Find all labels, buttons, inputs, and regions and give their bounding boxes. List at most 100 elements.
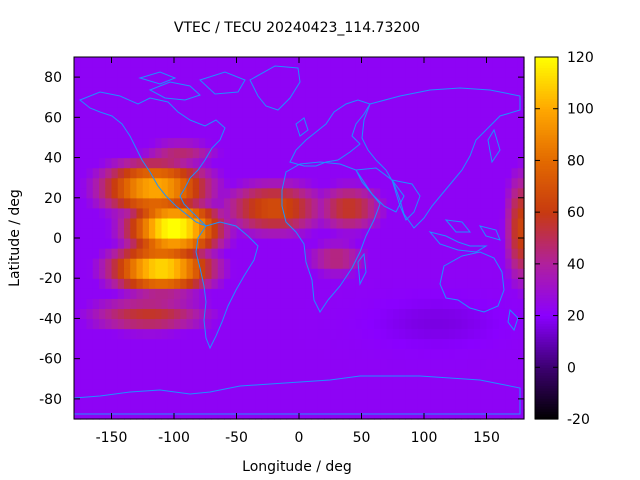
heatmap-cell — [330, 248, 338, 259]
heatmap-cell — [267, 288, 275, 299]
heatmap-cell — [336, 338, 344, 350]
heatmap-cell — [80, 248, 88, 259]
heatmap-cell — [436, 388, 444, 400]
heatmap-cell — [292, 57, 300, 68]
heatmap-cell — [349, 227, 356, 239]
heatmap-cell — [161, 368, 169, 380]
heatmap-cell — [342, 298, 350, 309]
heatmap-cell — [80, 318, 88, 330]
heatmap-cell — [292, 97, 300, 108]
heatmap-cell — [155, 77, 163, 88]
heatmap-cell — [261, 67, 269, 78]
heatmap-cell — [249, 57, 256, 68]
heatmap-cell — [174, 358, 181, 370]
heatmap-cell — [242, 167, 250, 179]
heatmap-cell — [286, 318, 294, 330]
colorbar-segment — [535, 183, 558, 187]
colorbar-segment — [535, 113, 558, 118]
heatmap-cell — [442, 298, 450, 309]
heatmap-cell — [249, 67, 256, 78]
heatmap-cell — [480, 57, 488, 68]
heatmap-cell — [461, 268, 469, 279]
heatmap-cell — [461, 127, 469, 139]
heatmap-cell — [105, 167, 113, 179]
heatmap-cell — [205, 87, 213, 98]
heatmap-cell — [324, 107, 331, 118]
heatmap-cell — [242, 308, 250, 320]
heatmap-cell — [242, 197, 250, 209]
heatmap-cell — [474, 358, 481, 370]
heatmap-cell — [467, 107, 475, 118]
heatmap-cell — [242, 227, 250, 239]
heatmap-cell — [261, 167, 269, 179]
heatmap-cell — [505, 348, 513, 360]
heatmap-cell — [199, 127, 206, 139]
heatmap-cell — [230, 127, 238, 139]
heatmap-cell — [117, 217, 125, 229]
heatmap-cell — [455, 368, 463, 380]
heatmap-cell — [211, 87, 219, 98]
heatmap-cell — [274, 137, 281, 149]
heatmap-cell — [230, 167, 238, 179]
heatmap-cell — [311, 97, 319, 108]
heatmap-cell — [192, 398, 200, 410]
colorbar-segment — [535, 175, 558, 180]
x-tick-label: -50 — [225, 430, 248, 446]
heatmap-cell — [224, 398, 231, 410]
heatmap-cell — [92, 197, 100, 209]
heatmap-cell — [224, 388, 231, 400]
heatmap-cell — [92, 398, 100, 410]
colorbar-segment — [535, 362, 558, 366]
heatmap-cell — [461, 67, 469, 78]
heatmap-cell — [436, 127, 444, 139]
heatmap-cell — [324, 328, 331, 340]
heatmap-cell — [149, 97, 156, 108]
heatmap-cell — [192, 87, 200, 98]
heatmap-cell — [324, 288, 331, 299]
heatmap-cell — [342, 368, 350, 380]
heatmap-cell — [155, 288, 163, 299]
heatmap-cell — [417, 107, 425, 118]
heatmap-cell — [167, 217, 175, 229]
heatmap-cell — [336, 258, 344, 269]
heatmap-cell — [80, 147, 88, 159]
heatmap-cell — [267, 157, 275, 169]
heatmap-cell — [305, 288, 313, 299]
heatmap-cell — [380, 308, 388, 320]
heatmap-cell — [336, 127, 344, 139]
heatmap-cell — [361, 368, 369, 380]
heatmap-cell — [142, 328, 150, 340]
heatmap-cell — [186, 288, 194, 299]
heatmap-cell — [117, 97, 125, 108]
heatmap-cell — [430, 258, 438, 269]
heatmap-cell — [199, 107, 206, 118]
heatmap-cell — [86, 288, 94, 299]
heatmap-cell — [486, 137, 494, 149]
heatmap-cell — [136, 348, 144, 360]
heatmap-cell — [455, 167, 463, 179]
heatmap-cell — [80, 187, 88, 199]
heatmap-cell — [255, 268, 263, 279]
heatmap-cell — [292, 217, 300, 229]
colorbar-segment — [535, 356, 558, 361]
heatmap-cell — [455, 328, 463, 340]
heatmap-cell — [249, 338, 256, 350]
heatmap-cell — [461, 328, 469, 340]
heatmap-cell — [461, 227, 469, 239]
colorbar — [535, 57, 558, 420]
heatmap-cell — [149, 388, 156, 400]
heatmap-cell — [461, 308, 469, 320]
heatmap-cell — [161, 318, 169, 330]
heatmap-cell — [199, 217, 206, 229]
heatmap-cell — [99, 398, 106, 410]
heatmap-cell — [74, 147, 81, 159]
heatmap-cell — [399, 137, 406, 149]
heatmap-cell — [374, 157, 381, 169]
heatmap-cell — [161, 298, 169, 309]
heatmap-cell — [136, 207, 144, 219]
heatmap-cell — [486, 117, 494, 128]
heatmap-cell — [430, 338, 438, 350]
heatmap-cell — [224, 298, 231, 309]
heatmap-cell — [142, 107, 150, 118]
heatmap-cell — [380, 137, 388, 149]
